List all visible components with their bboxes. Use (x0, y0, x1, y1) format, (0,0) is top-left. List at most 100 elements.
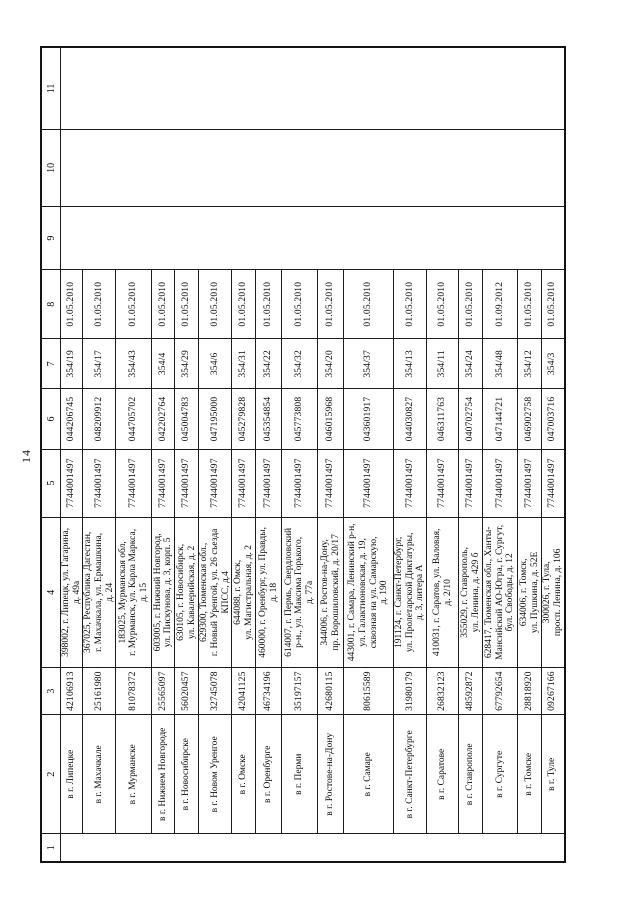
cell-office-number: 354/19 (60, 338, 83, 389)
column-header: 4 (41, 517, 61, 668)
cell-date: 01.05.2010 (174, 269, 199, 339)
cell-bik: 045354854 (255, 388, 282, 450)
cell-date: 01.05.2010 (281, 269, 318, 339)
cell-reg-number: 7744001497 (115, 449, 152, 518)
cell-city: в г. Ставрополе (458, 714, 483, 834)
cell-col9-empty (60, 206, 565, 270)
cell-office-number: 354/37 (343, 338, 394, 389)
cell-address: 443001, г. Самара, Ленинский р-н, ул. Га… (343, 517, 394, 668)
cell-office-number: 354/20 (317, 338, 344, 389)
cell-code: 48592872 (458, 667, 483, 715)
cell-code: 35197157 (281, 667, 318, 715)
cell-bik: 046311763 (426, 388, 459, 450)
cell-code: 31980179 (393, 667, 427, 715)
cell-reg-number: 7744001497 (343, 449, 394, 518)
cell-city: в г. Ростове-на-Дону (317, 714, 344, 834)
cell-reg-number: 7744001497 (317, 449, 344, 518)
cell-office-number: 354/4 (151, 338, 175, 389)
cell-bik: 044030827 (393, 388, 427, 450)
column-header: 11 (41, 47, 61, 130)
cell-date: 01.05.2010 (115, 269, 152, 339)
cell-address: 644088, г. Омск, ул. Магистральная, д. 2 (231, 517, 256, 668)
column-header: 1 (41, 833, 61, 862)
cell-code: 28818920 (517, 667, 542, 715)
cell-reg-number: 7744001497 (482, 449, 518, 518)
cell-office-number: 354/22 (255, 338, 282, 389)
cell-bik: 046015968 (317, 388, 344, 450)
column-header: 8 (41, 269, 61, 339)
cell-col10-empty (60, 129, 565, 207)
cell-date: 01.05.2010 (317, 269, 344, 339)
cell-office-number: 354/13 (393, 338, 427, 389)
cell-office-number: 354/31 (231, 338, 256, 389)
column-header: 5 (41, 449, 61, 518)
cell-code: 26832123 (426, 667, 459, 715)
cell-address: 300026, г. Тула, просп. Ленина, д. 106 (541, 517, 565, 668)
cell-address: 191124, г. Санкт-Петербург, ул. Пролетар… (393, 517, 427, 668)
cell-bik: 043601917 (343, 388, 394, 450)
cell-date: 01.05.2010 (60, 269, 83, 339)
cell-office-number: 354/12 (517, 338, 542, 389)
cell-date: 01.05.2010 (151, 269, 175, 339)
cell-code: 46734196 (255, 667, 282, 715)
cell-address: 367025, Республика Дагестан, г. Махачкал… (82, 517, 116, 668)
cell-reg-number: 7744001497 (174, 449, 199, 518)
column-header: 3 (41, 667, 61, 715)
cell-address: 614007, г. Пермь, Свердловский р-н., ул.… (281, 517, 318, 668)
cell-date: 01.05.2010 (458, 269, 483, 339)
cell-date: 01.05.2010 (393, 269, 427, 339)
column-header: 7 (41, 338, 61, 389)
cell-address: 629300, Тюменская обл., г. Новый Уренгой… (198, 517, 232, 668)
cell-code: 42680115 (317, 667, 344, 715)
cell-reg-number: 7744001497 (82, 449, 116, 518)
cell-office-number: 354/32 (281, 338, 318, 389)
cell-city: в г. Махачкале (82, 714, 116, 834)
cell-city: в г. Оренбурге (255, 714, 282, 834)
cell-reg-number: 7744001497 (60, 449, 83, 518)
cell-city: в г. Сургуте (482, 714, 518, 834)
cell-office-number: 354/24 (458, 338, 483, 389)
cell-code: 67792654 (482, 667, 518, 715)
cell-col11-empty (60, 47, 565, 130)
cell-reg-number: 7744001497 (458, 449, 483, 518)
cell-office-number: 354/3 (541, 338, 565, 389)
cell-date: 01.05.2010 (198, 269, 232, 339)
cell-code: 42106913 (60, 667, 83, 715)
cell-date: 01.05.2010 (343, 269, 394, 339)
cell-address: 355029, г. Ставрополь, ул. Ленина, д. 42… (458, 517, 483, 668)
cell-office-number: 354/48 (482, 338, 518, 389)
cell-bik: 042202764 (151, 388, 175, 450)
cell-address: 630105, г. Новосибирск, ул. Кавалерийска… (174, 517, 199, 668)
column-header: 10 (41, 129, 61, 207)
cell-bik: 045279828 (231, 388, 256, 450)
cell-city: в г. Томске (517, 714, 542, 834)
cell-city: в г. Туле (541, 714, 565, 834)
cell-bik: 046902758 (517, 388, 542, 450)
rotated-table-container: 1 2 3 4 5 6 7 8 9 10 11 в г. Липецке 42106913 398002… (40, 46, 566, 863)
cell-bik: 045773808 (281, 388, 318, 450)
cell-address: 183025, Мурманская обл, г. Мурманск, ул.… (115, 517, 152, 668)
cell-city: в г. Нижнем Новгороде (151, 714, 175, 834)
cell-date: 01.05.2010 (255, 269, 282, 339)
cell-city: в г. Санкт-Петербурге (393, 714, 427, 834)
cell-city: в г. Самаре (343, 714, 394, 834)
cell-col1-empty (60, 833, 565, 862)
cell-code: 32745078 (198, 667, 232, 715)
column-header: 2 (41, 714, 61, 834)
cell-reg-number: 7744001497 (198, 449, 232, 518)
cell-reg-number: 7744001497 (151, 449, 175, 518)
header-row: 1 2 3 4 5 6 7 8 9 10 11 (41, 47, 61, 862)
cell-bik: 047144721 (482, 388, 518, 450)
cell-office-number: 354/43 (115, 338, 152, 389)
cell-bik: 048209912 (82, 388, 116, 450)
cell-city: в г. Перми (281, 714, 318, 834)
registry-table: 1 2 3 4 5 6 7 8 9 10 11 в г. Липецке 42106913 398002… (40, 46, 566, 863)
cell-address: 344006, г. Ростов-на-Дону, пр. Ворошилов… (317, 517, 344, 668)
cell-reg-number: 7744001497 (517, 449, 542, 518)
cell-address: 410031, г. Саратов, ул. Валовая, д. 2/10 (426, 517, 459, 668)
cell-reg-number: 7744001497 (426, 449, 459, 518)
cell-date: 01.05.2010 (82, 269, 116, 339)
cell-reg-number: 7744001497 (281, 449, 318, 518)
cell-date: 01.05.2010 (231, 269, 256, 339)
cell-office-number: 354/6 (198, 338, 232, 389)
